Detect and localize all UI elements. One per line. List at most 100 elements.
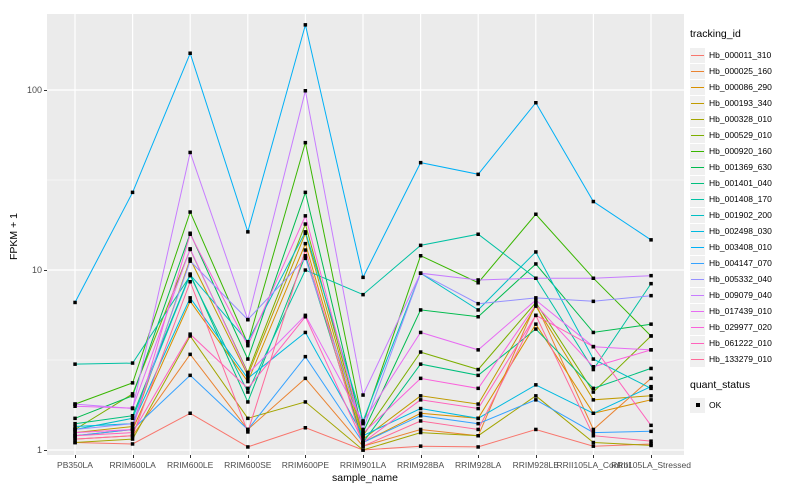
data-point xyxy=(591,276,596,280)
x-tick-mark xyxy=(75,455,76,458)
x-tick-label: RRII105LA_Control xyxy=(556,460,631,470)
data-point xyxy=(649,334,653,338)
legend-label: Hb_003408_010 xyxy=(709,242,772,252)
x-tick-label: RRIM928BA xyxy=(396,460,445,470)
data-point xyxy=(649,238,653,242)
data-point xyxy=(418,330,423,335)
legend-label: Hb_061222_010 xyxy=(709,338,772,348)
data-point xyxy=(534,427,538,432)
x-axis-title: sample_name xyxy=(332,472,398,484)
data-point xyxy=(246,430,250,434)
data-point xyxy=(476,445,480,449)
data-point xyxy=(591,440,596,445)
data-point xyxy=(418,406,423,411)
data-point xyxy=(188,51,192,55)
data-point xyxy=(534,303,538,307)
data-point xyxy=(188,257,192,261)
legend-key-swatch-icon xyxy=(690,335,705,351)
legend-item: Hb_001369_630 xyxy=(690,159,798,175)
legend-item: Hb_001902_200 xyxy=(690,207,798,223)
data-point xyxy=(591,430,596,435)
legend: tracking_id Hb_000011_310 Hb_000025_160 Hb… xyxy=(690,28,798,413)
data-point xyxy=(361,393,365,397)
data-point xyxy=(246,427,250,432)
data-point xyxy=(188,299,192,304)
y-tick-label: 100 xyxy=(26,85,42,95)
legend-item: Hb_005332_040 xyxy=(690,271,798,287)
legend-label-ok: OK xyxy=(709,400,722,410)
legend-item: Hb_009079_040 xyxy=(690,287,798,303)
data-point xyxy=(649,429,653,434)
legend-key-swatch-icon xyxy=(690,111,705,127)
legend-title-tracking-id: tracking_id xyxy=(690,28,741,40)
data-point xyxy=(188,352,192,357)
data-point xyxy=(649,394,653,398)
data-point xyxy=(649,439,653,443)
data-point xyxy=(418,160,423,165)
data-point xyxy=(73,404,77,408)
legend-label: Hb_000011_310 xyxy=(709,50,772,60)
y-tick-mark xyxy=(44,450,47,451)
data-point xyxy=(130,381,135,385)
chart-canvas xyxy=(47,14,684,455)
data-point xyxy=(591,444,596,448)
legend-key-swatch-icon xyxy=(690,191,705,207)
data-point xyxy=(73,430,77,435)
data-point xyxy=(361,427,365,432)
legend-key-swatch-icon xyxy=(690,223,705,239)
legend-key-swatch-icon xyxy=(690,351,705,367)
data-point xyxy=(246,445,250,449)
data-point xyxy=(73,427,77,432)
data-point xyxy=(246,357,250,361)
data-point xyxy=(303,230,308,234)
x-tick-mark xyxy=(247,455,249,458)
legend-item: Hb_000025_160 xyxy=(690,63,798,79)
data-point xyxy=(361,434,365,438)
data-point xyxy=(303,140,308,145)
data-point xyxy=(73,421,77,426)
data-point xyxy=(361,444,365,448)
data-point xyxy=(649,293,653,298)
legend-label: Hb_009079_040 xyxy=(709,290,772,300)
legend-label: Hb_000025_160 xyxy=(709,66,772,76)
data-point xyxy=(130,361,135,365)
data-point xyxy=(649,322,653,326)
data-point xyxy=(246,379,250,384)
data-point xyxy=(476,308,480,312)
legend-key-swatch-icon xyxy=(690,143,705,159)
y-tick-label: 1 xyxy=(36,445,42,455)
data-point xyxy=(591,299,596,304)
legend-item: Hb_001401_040 xyxy=(690,175,798,191)
data-point xyxy=(591,411,596,415)
legend-item-ok: OK xyxy=(690,397,798,413)
data-point xyxy=(476,301,480,306)
data-point xyxy=(418,427,423,432)
legend-item: Hb_000328_010 xyxy=(690,111,798,127)
legend-key-swatch-icon xyxy=(690,63,705,79)
legend-key-swatch-icon xyxy=(690,207,705,223)
data-point xyxy=(534,322,538,326)
data-point xyxy=(130,406,135,410)
data-point xyxy=(476,278,480,282)
data-point xyxy=(130,427,135,432)
legend-item: Hb_133279_010 xyxy=(690,351,798,367)
x-tick-label: RRIM600LE xyxy=(167,460,214,470)
data-point xyxy=(476,386,480,391)
data-point xyxy=(73,424,77,429)
data-point xyxy=(303,376,308,381)
data-point xyxy=(476,402,480,406)
data-point xyxy=(130,442,135,446)
data-point xyxy=(534,101,538,105)
data-point xyxy=(246,376,250,381)
x-tick-label: RRII105LA_Stressed xyxy=(611,460,691,470)
data-point xyxy=(476,416,480,421)
data-point xyxy=(476,315,480,319)
legend-item: Hb_017439_010 xyxy=(690,303,798,319)
legend-label: Hb_001401_040 xyxy=(709,178,772,188)
legend-key-swatch-icon xyxy=(690,159,705,175)
data-point xyxy=(188,247,192,251)
data-point xyxy=(649,366,653,371)
data-point xyxy=(246,390,250,394)
data-point xyxy=(246,386,250,391)
